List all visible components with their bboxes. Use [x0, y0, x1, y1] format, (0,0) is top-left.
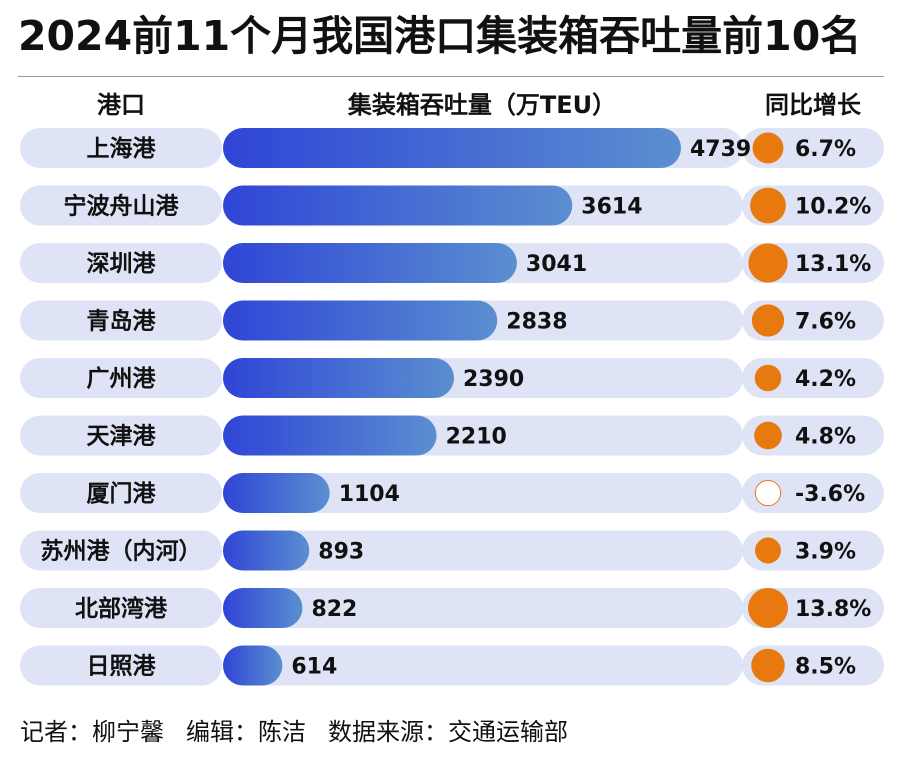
throughput-value-label: 3614 — [581, 195, 642, 220]
column-header-port: 港口 — [97, 91, 145, 119]
yoy-bubble — [755, 537, 781, 564]
port-name-label: 厦门港 — [87, 480, 157, 507]
yoy-background — [742, 473, 884, 513]
port-name-label: 上海港 — [87, 135, 157, 162]
port-name-label: 深圳港 — [87, 251, 157, 277]
yoy-bubble — [754, 364, 782, 392]
throughput-bar — [223, 358, 454, 398]
port-label-background — [20, 645, 222, 686]
yoy-growth-label: 13.1% — [795, 252, 871, 277]
throughput-bar — [223, 530, 310, 571]
throughput-bar — [223, 128, 681, 168]
port-name-label: 广州港 — [87, 365, 157, 392]
port-label-background — [20, 128, 222, 168]
chart-title: 2024前11个月我国港口集装箱吞吐量前10名 — [18, 12, 862, 60]
yoy-growth-label: 8.5% — [795, 655, 856, 680]
throughput-bar — [223, 243, 517, 283]
port-label-background — [20, 530, 222, 571]
yoy-growth-label: -3.6% — [795, 482, 865, 507]
yoy-bubble — [752, 132, 784, 164]
throughput-bar — [223, 415, 437, 456]
port-name-label: 日照港 — [87, 654, 157, 680]
throughput-bar — [223, 300, 498, 341]
yoy-growth-label: 6.7% — [795, 137, 856, 162]
footer-credits: 记者：柳宁馨 编辑：陈洁 数据来源：交通运输部 — [20, 714, 590, 750]
throughput-value-label: 2838 — [506, 310, 567, 335]
bar-track — [223, 530, 743, 571]
yoy-growth-label: 4.8% — [795, 425, 856, 450]
bar-track — [223, 645, 743, 686]
column-header-yoy-growth: 同比增长 — [765, 91, 861, 119]
bar-track — [223, 473, 743, 513]
throughput-value-label: 822 — [311, 597, 357, 622]
footer-editor: 编辑：陈洁 — [186, 718, 306, 746]
throughput-value-label: 3041 — [526, 252, 587, 277]
throughput-value-label: 2210 — [446, 425, 507, 450]
port-name-label: 北部湾港 — [75, 595, 168, 622]
title-divider — [18, 76, 884, 77]
footer-reporter: 记者：柳宁馨 — [20, 718, 164, 746]
port-name-label: 青岛港 — [87, 308, 157, 335]
port-label-background — [20, 588, 222, 628]
port-label-background — [20, 473, 222, 513]
yoy-bubble-negative — [754, 479, 782, 507]
bar-track — [223, 588, 743, 628]
column-header-throughput: 集装箱吞吐量（万TEU） — [347, 91, 617, 119]
port-name-label: 宁波舟山港 — [64, 193, 180, 220]
yoy-growth-label: 7.6% — [795, 310, 856, 335]
port-label-background — [20, 300, 222, 341]
yoy-background — [742, 530, 884, 571]
yoy-growth-label: 10.2% — [795, 195, 871, 220]
throughput-value-label: 614 — [291, 655, 337, 680]
throughput-bar — [223, 185, 573, 226]
yoy-bubble — [750, 187, 786, 224]
footer-source: 数据来源：交通运输部 — [328, 718, 568, 746]
port-label-background — [20, 358, 222, 398]
yoy-growth-label: 13.8% — [795, 597, 871, 622]
yoy-bubble — [748, 243, 788, 283]
port-label-background — [20, 243, 222, 283]
yoy-growth-label: 3.9% — [795, 540, 856, 565]
throughput-value-label: 2390 — [463, 367, 524, 392]
yoy-bubble — [748, 588, 788, 628]
port-label-background — [20, 185, 222, 226]
throughput-value-label: 1104 — [339, 482, 400, 507]
throughput-value-label: 893 — [318, 540, 364, 565]
throughput-value-label: 4739 — [690, 137, 751, 162]
yoy-bubble — [751, 304, 785, 337]
yoy-growth-label: 4.2% — [795, 367, 856, 392]
yoy-bubble — [751, 648, 785, 683]
throughput-bar — [223, 588, 303, 628]
port-label-background — [20, 415, 222, 456]
yoy-background — [742, 358, 884, 398]
port-name-label: 苏州港（内河） — [41, 538, 202, 565]
throughput-bar — [223, 645, 283, 686]
throughput-bar — [223, 473, 330, 513]
yoy-bubble — [754, 421, 782, 450]
port-name-label: 天津港 — [87, 423, 157, 450]
